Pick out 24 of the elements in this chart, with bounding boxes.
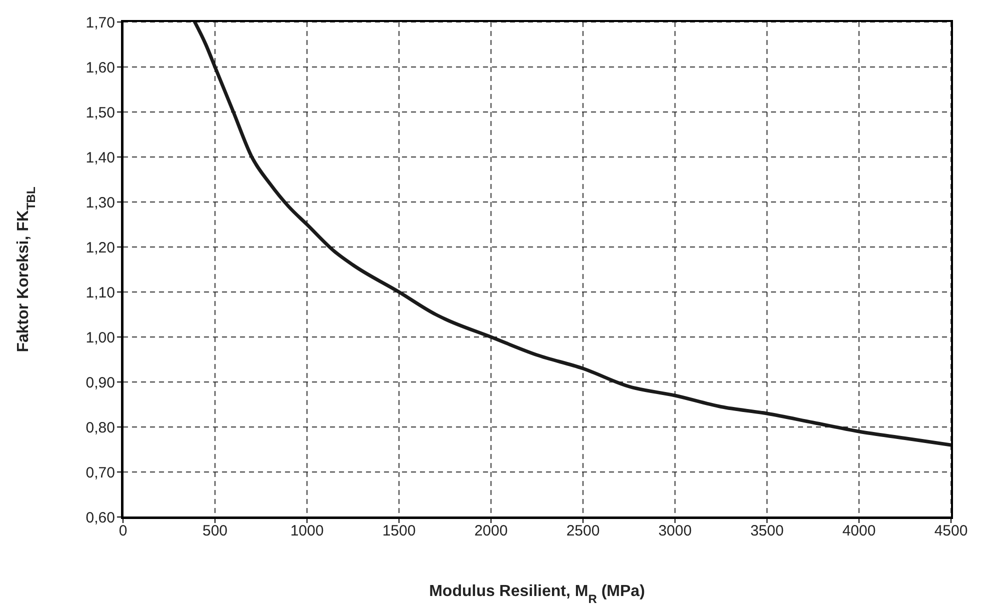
y-tick-label: 1,50 <box>86 104 115 122</box>
y-tick-label: 0,60 <box>86 509 115 526</box>
x-tick-label: 500 <box>202 522 228 540</box>
x-tick-label: 3500 <box>750 522 784 540</box>
x-tick-label: 3000 <box>658 522 692 540</box>
y-tick-label: 1,20 <box>86 239 115 256</box>
y-tick-label: 0,80 <box>86 419 115 436</box>
line-series <box>193 22 951 447</box>
x-tick-label: 2000 <box>474 522 508 540</box>
x-tick-label: 1500 <box>382 522 416 540</box>
x-tick-label: 1000 <box>290 522 324 540</box>
y-tick-label: 1,40 <box>86 149 115 166</box>
y-tick-label: 1,00 <box>86 329 115 346</box>
y-tick-label: 0,90 <box>86 374 115 392</box>
x-tick-label: 2500 <box>566 522 600 540</box>
y-tick-label: 1,30 <box>86 194 115 212</box>
y-tick-label: 1,70 <box>86 14 115 32</box>
x-axis-title: Modulus Resilient, M$_{R}$ (MPa) <box>429 583 645 606</box>
x-tick-label: 4500 <box>934 522 968 540</box>
y-tick-label: 1,60 <box>86 59 115 76</box>
x-tick-label: 4000 <box>842 522 876 540</box>
x-tick-label: 0 <box>118 522 128 540</box>
y-tick-label: 0,70 <box>86 464 115 482</box>
y-tick-label: 1,10 <box>86 284 115 302</box>
